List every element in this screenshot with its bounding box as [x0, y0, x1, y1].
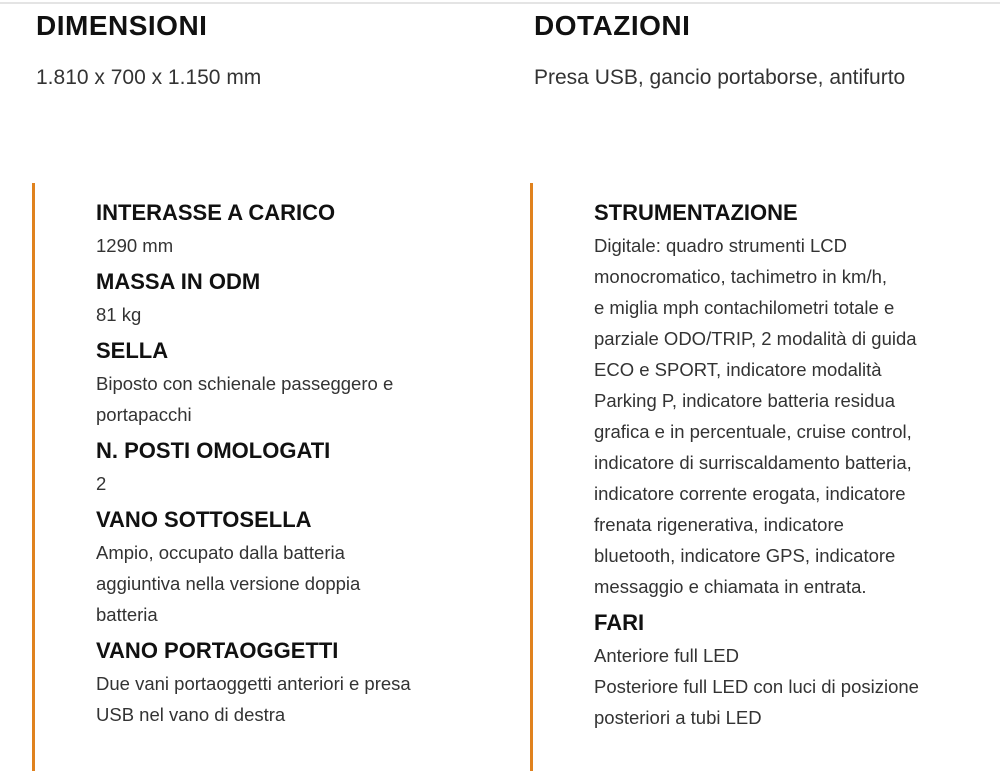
dimensioni-heading: DIMENSIONI [36, 10, 208, 41]
spec-value-line: 81 kg [96, 304, 142, 325]
spec-value-line: aggiuntiva nella versione doppia [96, 573, 361, 594]
spec-value-line: ECO e SPORT, indicatore modalità [594, 359, 882, 380]
spec-value-line: Biposto con schienale passeggero e [96, 373, 394, 394]
spec-value-line: frenata rigenerativa, indicatore [594, 514, 844, 535]
left-spec-column: INTERASSE A CARICO 1290 mm MASSA IN ODM 81 … [96, 196, 411, 730]
spec-heading: VANO PORTAOGGETTI [96, 638, 339, 663]
spec-value-line: monocromatico, tachimetro in km/h, [594, 266, 888, 287]
spec-heading: SELLA [96, 338, 169, 363]
spec-value-line: grafica e in percentuale, cruise control… [594, 421, 912, 442]
spec-heading: VANO SOTTOSELLA [96, 507, 312, 532]
spec-value-line: Posteriore full LED con luci di posizion… [594, 676, 919, 697]
spec-value-line: batteria [96, 604, 158, 625]
right-spec-column: STRUMENTAZIONE Digitale: quadro strumenti… [594, 196, 919, 733]
spec-value-line: Parking P, indicatore batteria residua [594, 390, 895, 411]
spec-value-line: portapacchi [96, 404, 192, 425]
spec-value-line: Anteriore full LED [594, 645, 739, 666]
dotazioni-value: Presa USB, gancio portaborse, antifurto [534, 66, 906, 89]
spec-heading: MASSA IN ODM [96, 269, 261, 294]
spec-value-line: 1290 mm [96, 235, 174, 256]
right-accent-bar [530, 183, 533, 771]
top-divider [0, 2, 1000, 4]
dotazioni-heading: DOTAZIONI [534, 10, 691, 41]
spec-value-line: USB nel vano di destra [96, 704, 286, 725]
spec-value-line: Ampio, occupato dalla batteria [96, 542, 345, 563]
dimensioni-value: 1.810 x 700 x 1.150 mm [36, 66, 262, 89]
spec-heading: FARI [594, 610, 645, 635]
spec-heading: STRUMENTAZIONE [594, 200, 798, 225]
spec-value-line: Due vani portaoggetti anteriori e presa [96, 673, 411, 694]
spec-heading: N. POSTI OMOLOGATI [96, 438, 331, 463]
spec-value-line: messaggio e chiamata in entrata. [594, 576, 867, 597]
left-accent-bar [32, 183, 35, 771]
spec-value-line: parziale ODO/TRIP, 2 modalità di guida [594, 328, 917, 349]
spec-value-line: bluetooth, indicatore GPS, indicatore [594, 545, 896, 566]
spec-value-line: indicatore corrente erogata, indicatore [594, 483, 906, 504]
spec-value-line: 2 [96, 473, 107, 494]
spec-heading: INTERASSE A CARICO [96, 200, 336, 225]
spec-value-line: posteriori a tubi LED [594, 707, 762, 728]
spec-value-line: e miglia mph contachilometri totale e [594, 297, 895, 318]
spec-value-line: indicatore di surriscaldamento batteria, [594, 452, 912, 473]
spec-value-line: Digitale: quadro strumenti LCD [594, 235, 847, 256]
